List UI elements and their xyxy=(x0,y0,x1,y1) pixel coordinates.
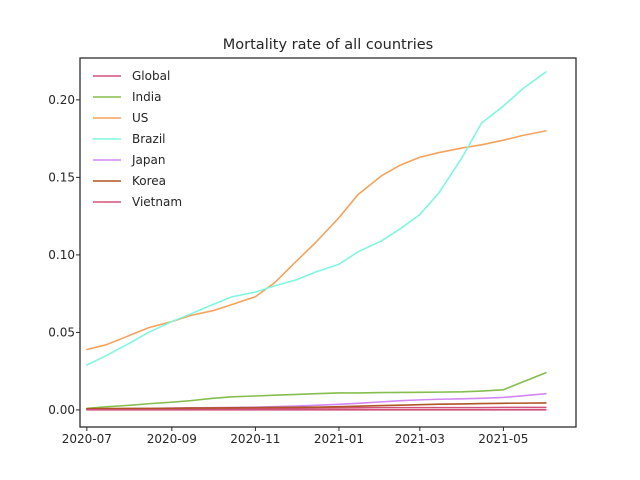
plot-area-frame xyxy=(79,57,577,428)
legend-label: Brazil xyxy=(132,132,166,146)
x-tick-label: 2021-05 xyxy=(478,432,528,446)
legend: Global India US Brazil Japan Korea Vietnam xyxy=(93,69,182,209)
y-tick-label: 0.20 xyxy=(48,93,75,107)
plot-area-background xyxy=(80,58,576,427)
y-tick-label: 0.05 xyxy=(48,325,75,339)
x-tick-label: 2021-03 xyxy=(395,432,445,446)
legend-label: Global xyxy=(132,69,170,83)
legend-item-vietnam: Vietnam xyxy=(93,195,182,209)
series-line-korea xyxy=(86,402,547,410)
legend-item-japan: Japan xyxy=(93,153,165,167)
legend-label: Japan xyxy=(131,153,165,167)
y-axis-ticks: 0.00 0.05 0.10 0.15 0.20 xyxy=(48,93,80,417)
legend-item-us: US xyxy=(93,111,148,125)
y-tick-label: 0.15 xyxy=(48,170,75,184)
x-axis-ticks: 2020-07 2020-09 2020-11 2021-01 2021-03 2021-… xyxy=(62,427,528,446)
x-tick-label: 2020-09 xyxy=(147,432,197,446)
series-line-brazil xyxy=(86,71,547,366)
x-tick-label: 2020-07 xyxy=(62,432,112,446)
series-layer xyxy=(86,71,547,411)
y-tick-label: 0.10 xyxy=(48,248,75,262)
legend-item-korea: Korea xyxy=(93,174,166,188)
chart-title: Mortality rate of all countries xyxy=(223,37,433,53)
series-line-india xyxy=(86,371,547,410)
legend-label: Korea xyxy=(132,174,166,188)
legend-label: US xyxy=(132,111,148,125)
legend-item-global: Global xyxy=(93,69,170,83)
legend-item-brazil: Brazil xyxy=(93,132,166,146)
legend-item-india: India xyxy=(93,90,161,104)
x-tick-label: 2020-11 xyxy=(230,432,280,446)
x-tick-label: 2021-01 xyxy=(314,432,364,446)
legend-label: Vietnam xyxy=(132,195,182,209)
y-tick-label: 0.00 xyxy=(48,403,75,417)
legend-label: India xyxy=(132,90,161,104)
